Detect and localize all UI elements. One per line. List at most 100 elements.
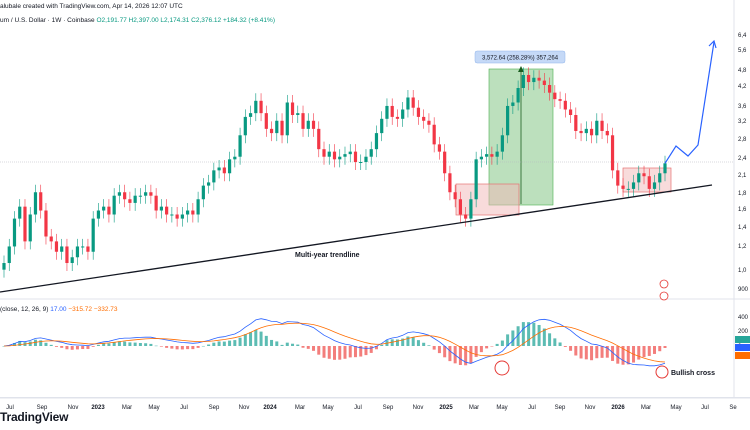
candle-body [296,113,300,116]
macd-hist-bar [427,345,431,346]
candle-body [212,170,216,183]
macd-hist-bar [642,346,646,358]
candle-body [44,210,48,237]
price-tick-label: 900 [738,287,749,293]
macd-hist-bar [595,346,599,359]
projection-path[interactable] [664,41,715,164]
macd-hist-bar [600,346,604,358]
macd-hist-bar [243,334,247,346]
macd-hist-bar [327,346,331,359]
macd-hist-bar [621,346,625,365]
candle-body [464,214,468,219]
candle-body [563,100,567,110]
candle-body [128,199,132,203]
candle-body [12,218,17,247]
time-tick-label: Nov [239,405,250,411]
candle-body [306,120,310,129]
macd-hist-bar [275,341,279,346]
candle-body [547,84,552,93]
price-tick-label: 4,8 [738,68,747,74]
macd-hist-bar [259,331,263,346]
candle-body [511,102,515,106]
macd-params[interactable]: (close, 12, 26, 9) [0,306,49,313]
macd-hist-bar [12,342,16,346]
time-tick-label: May [148,405,159,411]
candle-body [86,246,90,252]
macd-hist-bar [2,346,6,347]
event-icon[interactable] [659,279,669,289]
price-axis[interactable]: 6,4 5,6 4,8 4,2 3,6 3,2 2,8 2,4 2,1 1,8 1,6 1,4 1,2 1… [738,33,749,293]
candle-body [479,156,483,160]
time-tick-label: Mar [295,405,305,411]
macd-hist-bar [196,346,200,348]
price-tick-label: 4,2 [738,84,747,90]
candle-body [579,130,583,134]
macd-hist-bar [495,343,499,346]
candle-body [432,124,436,145]
macd-hist-bar [579,346,583,359]
macd-hist-bar [443,346,447,358]
time-tick-label: May [670,405,681,411]
price-tick-label: 2,1 [738,173,747,179]
candle-body [259,100,263,114]
macd-hist-bar [553,338,557,346]
macd-hist-bar [186,346,190,350]
candle-body [133,195,137,203]
dividend-icon[interactable] [659,291,669,301]
candle-body [275,120,279,134]
candle-body [390,105,394,117]
price-tick-label: 1,4 [738,225,747,231]
macd-hist-bar [401,338,405,346]
candle-body [70,257,74,264]
candle-body [558,99,562,101]
macd-hist-bar [563,346,567,347]
macd-hist-bar [238,337,242,346]
macd-tick-label: 400 [738,315,749,321]
candles[interactable] [2,67,667,278]
candle-body [243,116,247,136]
price-tick-label: 1,0 [738,268,747,274]
candle-body [7,246,11,264]
time-tick-label: Jul [354,405,362,411]
time-tick-label: Se [729,405,737,411]
macd-hist-bar [637,346,641,360]
candle-body [264,113,268,129]
projection-arrowhead [708,39,717,49]
macd-legend: (close, 12, 26, 9) 17.00 −315.72 −332.73 [0,306,118,313]
candle-body [348,151,352,155]
macd-hist-bar [548,333,552,346]
time-axis[interactable]: Jul Sep Nov 2023 Mar May Jul Sep Nov 2024 Mar May Ju… [6,405,737,411]
macd-hist-bar [343,346,347,359]
candle-body [453,192,457,200]
time-tick-label: 2026 [611,405,625,411]
macd-hist-bar [191,346,195,350]
macd-value: 17.00 [50,306,67,313]
macd-hist-bar [322,346,326,358]
tradingview-logo[interactable]: TradingView [0,410,69,424]
macd-hist-bar [653,346,657,354]
macd-hist-bar [532,322,536,346]
time-tick-label: May [322,405,333,411]
symbol-name[interactable]: um / U.S. Dollar · 1W · Coinbase [0,17,95,24]
hist-value: −332.73 [93,306,118,313]
macd-hist-bar [584,346,588,360]
candle-body [117,192,122,196]
candle-body [637,173,641,183]
macd-hist-bar [647,346,651,356]
support-box-2026[interactable] [622,167,672,193]
macd-hist-bar [558,342,562,346]
support-box-2025[interactable] [455,183,520,216]
macd-hist-bar [590,346,594,361]
macd-hist-bar [527,322,531,346]
candle-body [327,151,331,157]
multi-year-trendline[interactable] [0,184,713,293]
candle-body [217,167,221,171]
candle-body [170,214,174,216]
macd-hist-bar [422,342,426,346]
macd-hist-bar [338,346,342,360]
macd-hist-bar [511,330,515,346]
time-tick-label: Sep [37,405,48,411]
macd-hist-bar [500,340,504,346]
candle-body [374,133,379,150]
